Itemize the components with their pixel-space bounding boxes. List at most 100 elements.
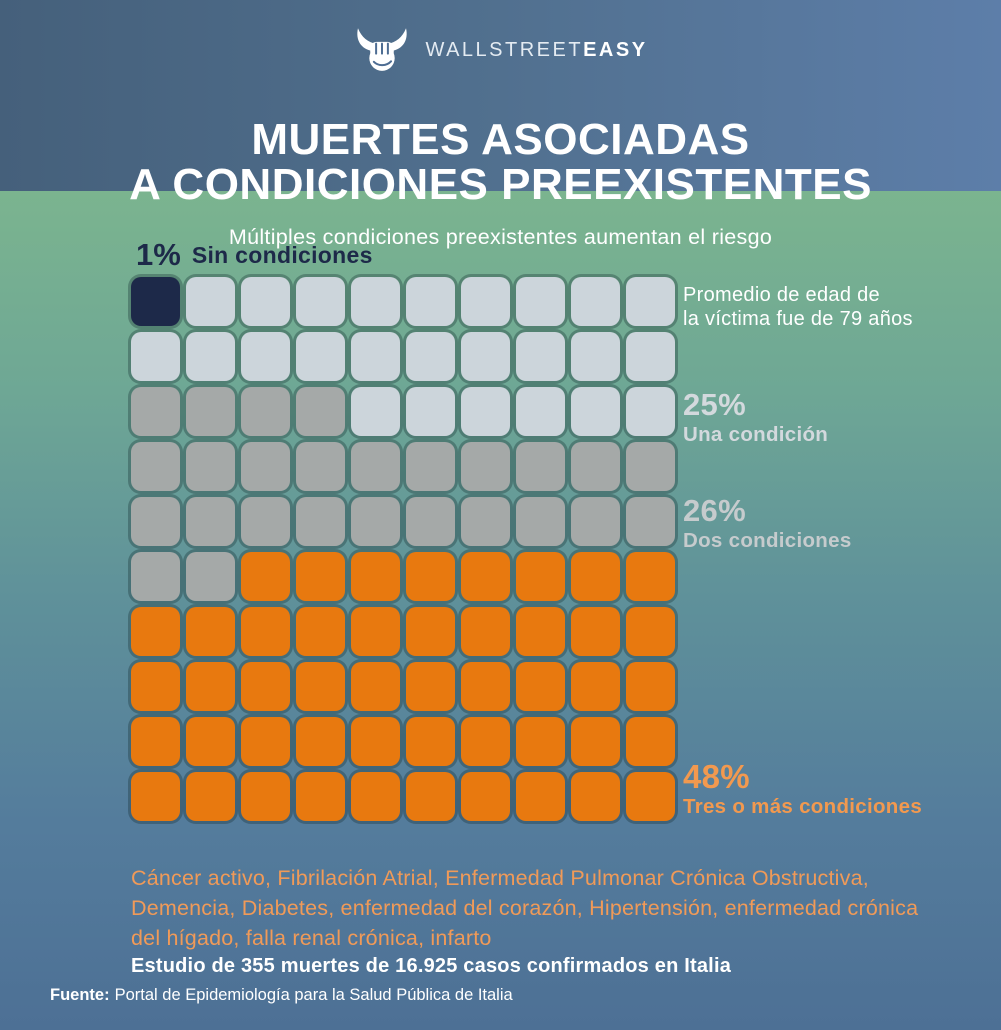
age-annotation: Promedio de edad de la víctima fue de 79… xyxy=(683,283,913,331)
waffle-cell xyxy=(241,662,290,711)
waffle-cell xyxy=(626,332,675,381)
age-annotation-line1: Promedio de edad de xyxy=(683,284,880,306)
waffle-cell xyxy=(626,387,675,436)
page-title-line1: MUERTES ASOCIADAS xyxy=(251,115,750,165)
waffle-cell xyxy=(516,442,565,491)
source-line: Fuente: Portal de Epidemiología para la S… xyxy=(50,986,513,1005)
waffle-cell xyxy=(571,497,620,546)
waffle-cell xyxy=(626,442,675,491)
waffle-cell xyxy=(351,607,400,656)
waffle-cell xyxy=(296,277,345,326)
waffle-cell xyxy=(131,387,180,436)
waffle-cell xyxy=(186,717,235,766)
waffle-cell xyxy=(406,662,455,711)
waffle-cell xyxy=(296,497,345,546)
waffle-cell xyxy=(516,717,565,766)
conditions-list: Cáncer activo, Fibrilación Atrial, Enfer… xyxy=(131,865,919,950)
page-title-line2: A CONDICIONES PREEXISTENTES xyxy=(129,160,872,210)
three-plus-conditions-percent: 48% xyxy=(683,758,750,795)
waffle-cell xyxy=(571,387,620,436)
waffle-cell xyxy=(351,332,400,381)
waffle-cell xyxy=(186,607,235,656)
waffle-cell xyxy=(186,387,235,436)
waffle-cell xyxy=(626,607,675,656)
waffle-cell xyxy=(296,387,345,436)
waffle-cell xyxy=(186,442,235,491)
waffle-cell xyxy=(186,332,235,381)
waffle-cell xyxy=(406,772,455,821)
waffle-cell xyxy=(516,387,565,436)
label-one-condition: 25% Una condición xyxy=(683,388,828,447)
waffle-cell xyxy=(461,662,510,711)
waffle-cell xyxy=(571,717,620,766)
waffle-cell xyxy=(516,552,565,601)
one-condition-percent: 25% xyxy=(683,387,746,422)
waffle-cell xyxy=(626,772,675,821)
waffle-cell xyxy=(461,442,510,491)
waffle-cell xyxy=(296,552,345,601)
brand: WALLSTREETEASY xyxy=(0,22,1001,78)
waffle-cell xyxy=(186,552,235,601)
waffle-cell xyxy=(241,442,290,491)
waffle-cell xyxy=(406,442,455,491)
waffle-cell xyxy=(406,607,455,656)
three-plus-conditions-text: Tres o más condiciones xyxy=(683,795,923,818)
waffle-cell xyxy=(131,662,180,711)
waffle-cell xyxy=(296,442,345,491)
waffle-cell xyxy=(351,772,400,821)
waffle-cell xyxy=(571,277,620,326)
waffle-cell xyxy=(241,552,290,601)
waffle-cell xyxy=(571,662,620,711)
waffle-grid xyxy=(131,277,675,821)
two-conditions-text: Dos condiciones xyxy=(683,529,852,552)
brand-name-bold: EASY xyxy=(583,38,648,61)
waffle-cell xyxy=(516,332,565,381)
waffle-cell xyxy=(461,332,510,381)
subtitle: Múltiples condiciones preexistentes aume… xyxy=(228,224,773,249)
waffle-cell xyxy=(186,277,235,326)
age-annotation-line2: la víctima fue de 79 años xyxy=(683,308,913,330)
waffle-cell xyxy=(241,332,290,381)
waffle-cell xyxy=(406,717,455,766)
label-no-conditions: 1% Sin condiciones xyxy=(136,237,373,273)
waffle-cell xyxy=(461,772,510,821)
waffle-cell xyxy=(351,277,400,326)
waffle-cell xyxy=(406,497,455,546)
waffle-cell xyxy=(461,552,510,601)
waffle-cell xyxy=(131,717,180,766)
waffle-cell xyxy=(626,277,675,326)
waffle-cell xyxy=(241,387,290,436)
page-title: MUERTES ASOCIADAS A CONDICIONES PREEXISTE… xyxy=(0,117,1001,207)
waffle-cell xyxy=(131,442,180,491)
waffle-cell xyxy=(351,552,400,601)
label-two-conditions: 26% Dos condiciones xyxy=(683,494,852,553)
waffle-cell xyxy=(516,277,565,326)
waffle-cell xyxy=(516,497,565,546)
waffle-cell xyxy=(626,552,675,601)
no-conditions-percent: 1% xyxy=(136,237,181,272)
waffle-cell xyxy=(406,552,455,601)
one-condition-text: Una condición xyxy=(683,423,829,446)
waffle-cell xyxy=(131,497,180,546)
waffle-cell xyxy=(626,662,675,711)
header-band: WALLSTREETEASY MUERTES ASOCIADAS A CONDIC… xyxy=(0,0,1001,207)
waffle-cell xyxy=(241,497,290,546)
waffle-cell xyxy=(351,442,400,491)
waffle-cell xyxy=(351,387,400,436)
waffle-cell xyxy=(351,717,400,766)
two-conditions-percent: 26% xyxy=(683,493,746,528)
waffle-cell xyxy=(461,497,510,546)
waffle-cell xyxy=(296,717,345,766)
brand-name-light: WALLSTREET xyxy=(425,38,584,61)
brand-name: WALLSTREETEASY xyxy=(425,39,647,62)
waffle-cell xyxy=(571,607,620,656)
waffle-cell xyxy=(571,772,620,821)
waffle-cell xyxy=(626,497,675,546)
waffle-cell xyxy=(406,332,455,381)
waffle-cell xyxy=(351,662,400,711)
waffle-cell xyxy=(131,277,180,326)
waffle-cell xyxy=(406,387,455,436)
study-note: Estudio de 355 muertes de 16.925 casos c… xyxy=(131,955,732,977)
waffle-cell xyxy=(186,497,235,546)
